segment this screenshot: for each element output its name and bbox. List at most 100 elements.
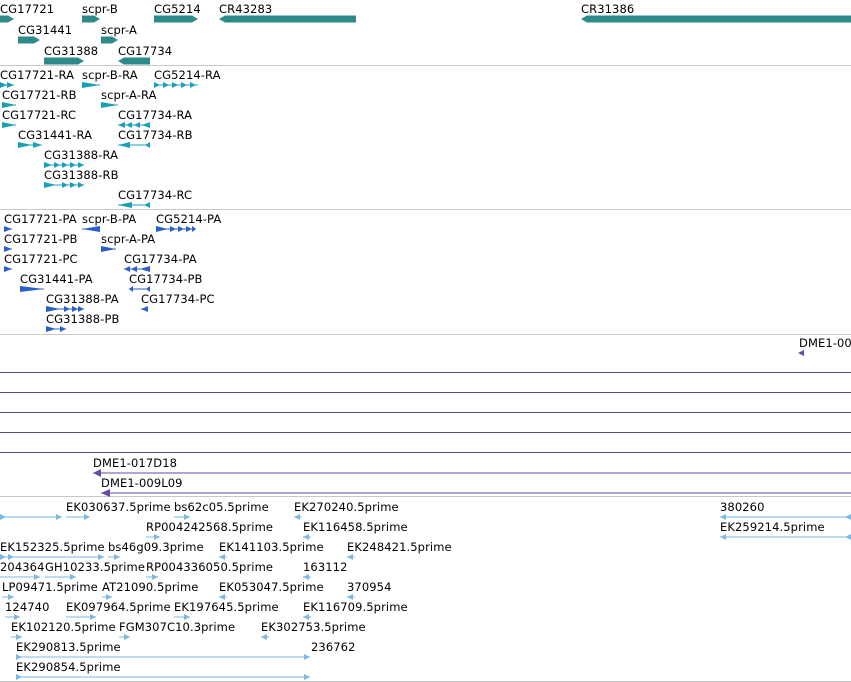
transcript-label[interactable]: CG31388-RB: [44, 168, 119, 182]
est-glyph[interactable]: [184, 614, 190, 620]
gene-label[interactable]: CR31386: [581, 2, 635, 16]
transcript-exon[interactable]: [7, 82, 14, 88]
est-glyph[interactable]: [56, 514, 62, 520]
protein-exon[interactable]: [64, 306, 70, 312]
est-glyph[interactable]: [219, 594, 225, 600]
est-glyph[interactable]: [845, 514, 851, 520]
transcript-exon[interactable]: [144, 202, 150, 208]
gene-glyph[interactable]: [118, 57, 150, 65]
est-glyph[interactable]: [347, 594, 353, 600]
transcript-exon[interactable]: [101, 102, 118, 108]
est-glyph[interactable]: [106, 594, 112, 600]
est-glyph[interactable]: [0, 514, 6, 520]
est-label[interactable]: RP004242568.5prime: [146, 520, 274, 534]
protein-exon[interactable]: [156, 226, 168, 232]
protein-label[interactable]: CG17721-PB: [4, 232, 78, 246]
gene-glyph[interactable]: [0, 15, 14, 23]
protein-exon[interactable]: [140, 266, 150, 272]
clone-span-line[interactable]: [0, 412, 851, 413]
transcript-label[interactable]: scpr-B-RA: [82, 68, 138, 82]
transcript-exon[interactable]: [190, 82, 196, 88]
gene-label[interactable]: CG31441: [18, 23, 73, 37]
protein-label[interactable]: CG17721-PC: [4, 252, 78, 266]
transcript-exon[interactable]: [134, 122, 140, 128]
est-glyph[interactable]: [70, 574, 76, 580]
gene-glyph[interactable]: [44, 57, 84, 65]
transcript-exon[interactable]: [172, 82, 178, 88]
est-label[interactable]: EK270240.5prime: [294, 500, 399, 514]
transcript-exon[interactable]: [154, 82, 160, 88]
transcript-label[interactable]: CG17721-RB: [2, 88, 77, 102]
est-label[interactable]: 204364: [0, 560, 45, 574]
protein-label[interactable]: CG5214-PA: [156, 212, 222, 226]
est-label[interactable]: bs62c05.5prime: [174, 500, 269, 514]
transcript-exon[interactable]: [78, 182, 84, 188]
est-label[interactable]: 236762: [311, 640, 356, 654]
est-label[interactable]: bs46g09.3prime: [108, 540, 204, 554]
protein-exon[interactable]: [4, 266, 12, 272]
protein-label[interactable]: CG31441-PA: [20, 272, 93, 286]
protein-exon[interactable]: [60, 326, 66, 332]
transcript-exon[interactable]: [18, 142, 32, 148]
protein-exon[interactable]: [146, 286, 150, 292]
est-label[interactable]: 370954: [347, 580, 392, 594]
transcript-exon[interactable]: [44, 162, 52, 168]
transcript-label[interactable]: CG17734-RA: [118, 108, 193, 122]
protein-exon[interactable]: [4, 246, 12, 252]
gene-glyph[interactable]: [101, 36, 118, 44]
gene-glyph[interactable]: [82, 15, 100, 23]
est-glyph[interactable]: [720, 534, 726, 540]
est-glyph[interactable]: [16, 634, 22, 640]
est-label[interactable]: EK302753.5prime: [261, 620, 366, 634]
protein-exon[interactable]: [129, 286, 133, 292]
transcript-label[interactable]: CG17734-RB: [118, 128, 193, 142]
transcript-exon[interactable]: [142, 122, 150, 128]
clone-span-line[interactable]: [0, 392, 851, 393]
protein-exon[interactable]: [20, 286, 44, 292]
est-label[interactable]: RP004336050.5prime: [146, 560, 274, 574]
clone-span-line[interactable]: [0, 432, 851, 433]
gene-label[interactable]: CG31388: [44, 44, 99, 58]
est-glyph[interactable]: [304, 654, 310, 660]
clone-glyph[interactable]: [798, 350, 804, 356]
clone-label[interactable]: DME1-00: [799, 336, 851, 350]
transcript-exon[interactable]: [70, 182, 76, 188]
protein-label[interactable]: CG17734-PA: [124, 252, 197, 266]
transcript-exon[interactable]: [0, 82, 7, 88]
protein-label[interactable]: scpr-B-PA: [82, 212, 137, 226]
protein-label[interactable]: CG17721-PA: [4, 212, 77, 226]
gene-glyph[interactable]: [154, 15, 198, 23]
gene-glyph[interactable]: [581, 15, 851, 23]
est-label[interactable]: 124740: [5, 600, 50, 614]
protein-exon[interactable]: [4, 226, 12, 232]
protein-exon[interactable]: [170, 226, 176, 232]
transcript-exon[interactable]: [82, 82, 100, 88]
est-label[interactable]: LP09471.5prime: [2, 580, 98, 594]
transcript-exon[interactable]: [2, 102, 16, 108]
transcript-exon[interactable]: [70, 162, 76, 168]
protein-label[interactable]: CG17734-PC: [141, 292, 215, 306]
transcript-label[interactable]: scpr-A-RA: [101, 88, 157, 102]
protein-label[interactable]: CG31388-PB: [46, 312, 120, 326]
transcript-label[interactable]: CG31388-RA: [44, 148, 119, 162]
est-label[interactable]: 380260: [720, 500, 765, 514]
transcript-exon[interactable]: [163, 82, 169, 88]
est-label[interactable]: EK197645.5prime: [174, 600, 279, 614]
clone-glyph[interactable]: [93, 469, 101, 477]
protein-label[interactable]: CG17734-PB: [129, 272, 203, 286]
transcript-label[interactable]: CG17734-RC: [118, 188, 193, 202]
est-glyph[interactable]: [84, 514, 90, 520]
protein-exon[interactable]: [192, 226, 196, 232]
est-label[interactable]: AT21090.5prime: [102, 580, 199, 594]
est-glyph[interactable]: [16, 674, 22, 680]
clone-glyph[interactable]: [101, 489, 110, 497]
transcript-label[interactable]: CG17721-RA: [0, 68, 75, 82]
est-glyph[interactable]: [294, 514, 300, 520]
est-label[interactable]: EK097964.5prime: [66, 600, 171, 614]
est-glyph[interactable]: [845, 534, 851, 540]
est-label[interactable]: 163112: [303, 560, 348, 574]
gene-label[interactable]: CR43283: [219, 2, 273, 16]
est-label[interactable]: FGM307C10.3prime: [119, 620, 236, 634]
est-glyph[interactable]: [303, 614, 309, 620]
est-glyph[interactable]: [14, 614, 20, 620]
